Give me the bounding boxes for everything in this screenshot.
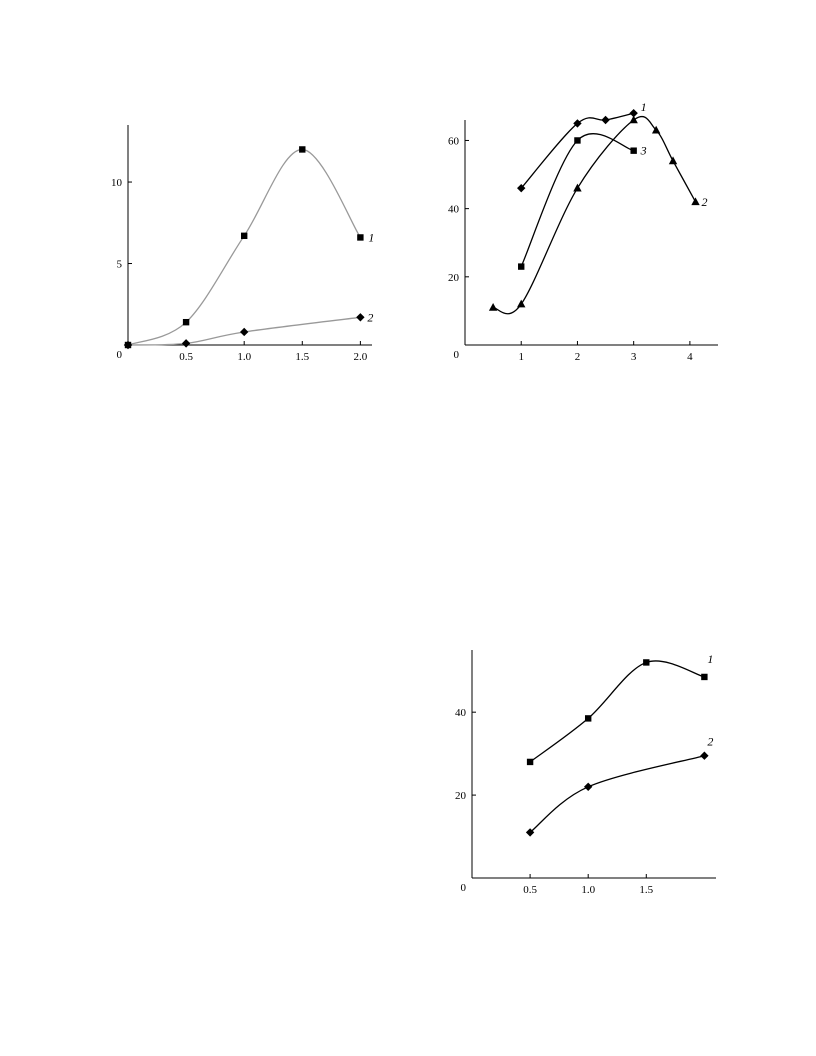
series-2-point	[356, 313, 365, 322]
chart-a: 0 0.5 1.0 1.5 2.0 5 10 1 2	[111, 125, 374, 363]
y-tick-label: 40	[455, 707, 467, 719]
series-2-line	[127, 316, 361, 346]
x-tick-label: 0.5	[523, 884, 537, 896]
y-tick-label: 20	[448, 272, 460, 284]
series-1-point	[701, 673, 708, 681]
series-1-line	[520, 112, 634, 189]
series-1-point	[643, 659, 650, 666]
series-2-point	[691, 197, 700, 206]
series-1-point	[573, 119, 582, 128]
x-tick-label: 1.5	[639, 884, 653, 896]
series-2-point	[488, 303, 498, 311]
chart-c: 0 0.5 1.0 1.5 20 40 1 2	[455, 650, 716, 896]
series-3-point	[518, 263, 525, 270]
series-1-label: 1	[707, 652, 713, 666]
x-tick-label: 1.5	[295, 351, 309, 363]
series-2-point	[525, 828, 535, 837]
y-tick-label: 10	[111, 177, 123, 189]
origin-label: 0	[461, 882, 467, 894]
series-1-label: 1	[368, 230, 374, 244]
series-2-point	[517, 299, 526, 308]
series-2-line	[492, 115, 697, 315]
x-tick-label: 1.0	[581, 884, 595, 896]
series-3-label: 3	[640, 144, 647, 158]
series-2-point	[700, 751, 709, 760]
y-tick-label: 20	[455, 790, 467, 802]
x-tick-label: 0.5	[179, 351, 193, 363]
y-tick-label: 5	[117, 259, 123, 271]
series-3-line	[520, 133, 634, 267]
series-3-point	[574, 137, 581, 144]
series-2-line	[529, 755, 705, 833]
series-1-label: 1	[641, 100, 647, 114]
series-1-point	[601, 115, 610, 125]
series-2-point	[583, 782, 593, 791]
series-1-point	[584, 715, 592, 722]
series-1-point	[240, 232, 248, 240]
series-1-point	[357, 234, 364, 241]
x-tick-label: 1	[518, 351, 524, 363]
series-1-line	[127, 148, 361, 346]
origin-label: 0	[454, 349, 460, 361]
series-2-point	[668, 156, 678, 165]
x-tick-label: 1.0	[237, 351, 251, 363]
series-1-point	[629, 108, 638, 118]
origin-label: 0	[117, 349, 123, 361]
series-1-point	[517, 183, 526, 193]
series-2-point	[123, 340, 133, 350]
chart-b: 0 1 2 3 4 20 40 60 1 2 3	[448, 100, 718, 363]
series-1-point	[526, 758, 534, 766]
x-tick-label: 3	[631, 351, 637, 363]
series-1-line	[529, 660, 705, 763]
x-tick-label: 2	[575, 351, 581, 363]
series-1-point	[182, 318, 190, 326]
series-2-point	[629, 115, 638, 124]
series-2-label: 2	[707, 735, 713, 749]
series-1-point	[299, 146, 306, 153]
series-2-point	[651, 125, 661, 134]
series-2-point	[181, 339, 191, 348]
series-2-point	[573, 183, 582, 192]
y-tick-label: 60	[448, 135, 460, 147]
series-3-point	[630, 147, 637, 154]
x-tick-label: 4	[687, 351, 693, 363]
series-2-label: 2	[702, 195, 708, 209]
y-tick-label: 40	[448, 204, 460, 216]
series-2-label: 2	[367, 310, 373, 324]
series-2-point	[239, 327, 249, 337]
x-tick-label: 2.0	[354, 351, 368, 363]
